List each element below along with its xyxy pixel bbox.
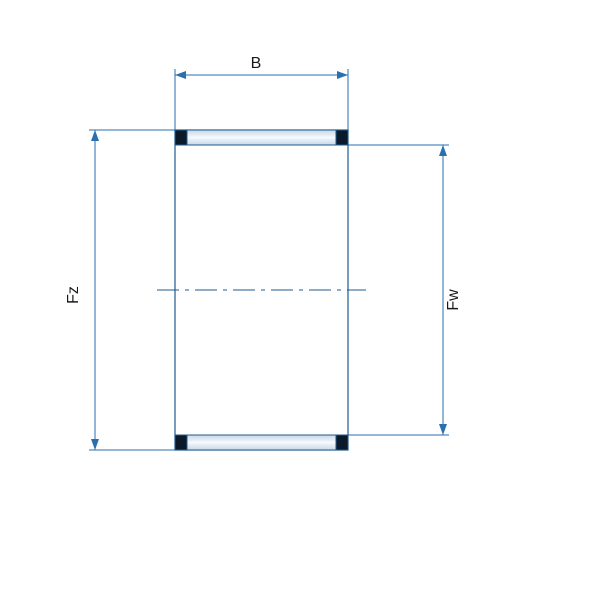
cage-section-bottom-right [336,435,348,450]
bearing-cross-section-diagram: B Fz Fw [0,0,600,600]
cage-section-top-right [336,130,348,145]
label-inner-Fw: Fw [445,289,462,311]
label-width-B: B [251,55,262,72]
cage-section-top-left [175,130,187,145]
roller-top [175,130,348,145]
dimension-width-B: B [175,55,348,130]
cage-section-bottom-left [175,435,187,450]
roller-bottom [175,435,348,450]
label-outer-Fz: Fz [65,286,82,304]
